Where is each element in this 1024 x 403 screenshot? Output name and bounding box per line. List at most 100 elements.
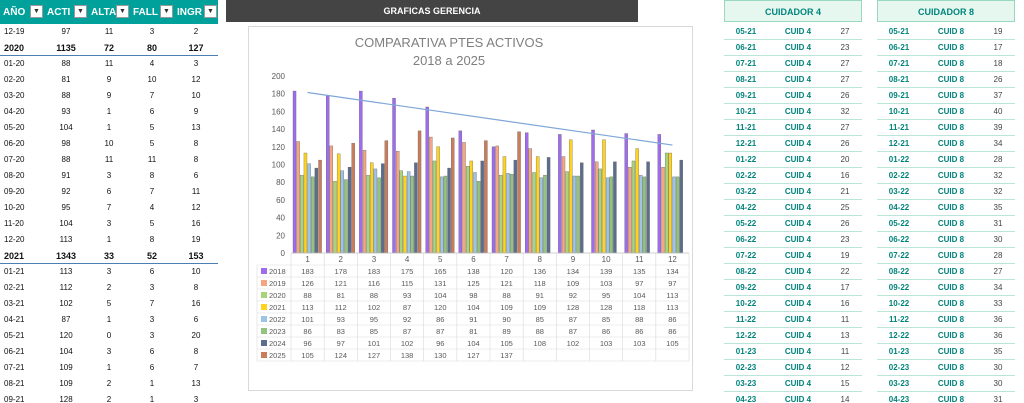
table-cell: 05-21 xyxy=(4,331,25,340)
bar-2024 xyxy=(513,159,518,254)
row-caregiver: CUID 8 xyxy=(937,251,965,260)
column-header-1[interactable]: ACTI ▼ xyxy=(44,0,88,24)
bar-2020 xyxy=(399,170,403,254)
row-count: 11 xyxy=(840,347,850,356)
data-label: 136 xyxy=(533,267,546,276)
page-banner: GRAFICAS GERENCIA xyxy=(226,0,638,22)
row-caregiver: CUID 4 xyxy=(784,283,812,292)
row-caregiver: CUID 8 xyxy=(937,203,965,212)
table-cell: 3 xyxy=(149,331,155,340)
data-label: 183 xyxy=(368,267,381,276)
table-cell: 2021 xyxy=(4,251,25,261)
table-cell: 127 xyxy=(188,43,204,53)
bar-2020 xyxy=(499,174,503,254)
table-cell: 7 xyxy=(149,187,155,196)
bar-2019 xyxy=(395,151,400,254)
filter-dropdown-icon[interactable]: ▼ xyxy=(30,5,43,18)
row-count: 11 xyxy=(840,315,850,324)
chart-title: COMPARATIVA PTES ACTIVOS xyxy=(355,35,544,50)
row-date: 06-21 xyxy=(888,43,910,52)
table-cell: 02-20 xyxy=(4,75,25,84)
data-label: 97 xyxy=(635,279,643,288)
row-caregiver: CUID 4 xyxy=(784,331,812,340)
y-tick-label: 80 xyxy=(276,178,285,187)
bar-2022 xyxy=(639,174,643,254)
row-caregiver: CUID 8 xyxy=(937,315,965,324)
row-count: 12 xyxy=(840,363,850,372)
table-cell: 12 xyxy=(191,203,201,212)
legend-key xyxy=(261,316,267,322)
table-row: 08-21 109 2 1 13 xyxy=(0,376,218,392)
x-tick-label: 12 xyxy=(668,255,677,264)
data-label: 128 xyxy=(600,303,613,312)
bar-2018 xyxy=(624,133,628,254)
bar-2020 xyxy=(532,172,536,254)
row-date: 10-22 xyxy=(735,299,757,308)
legend-label: 2021 xyxy=(269,303,286,312)
row-date: 12-21 xyxy=(888,139,910,148)
row-date: 09-21 xyxy=(735,91,757,100)
row-caregiver: CUID 4 xyxy=(784,187,812,196)
bar-2018 xyxy=(359,90,363,254)
row-caregiver: CUID 8 xyxy=(937,139,965,148)
chart-container[interactable]: COMPARATIVA PTES ACTIVOS 2018 a 2025 0 20 40… xyxy=(248,26,693,391)
bar-2018 xyxy=(657,134,662,254)
data-label: 88 xyxy=(635,315,643,324)
data-label: 86 xyxy=(668,327,676,336)
x-tick-label: 7 xyxy=(504,255,509,264)
filter-dropdown-icon[interactable]: ▼ xyxy=(74,5,87,18)
cuidador-row: 02-22 CUID 8 32 xyxy=(877,168,1015,184)
table-cell: 3 xyxy=(106,347,112,356)
data-label: 120 xyxy=(500,267,513,276)
cuidador-row: 04-22 CUID 8 35 xyxy=(877,200,1015,216)
table-cell: 07-20 xyxy=(4,155,25,164)
cuidador-row: 11-22 CUID 8 36 xyxy=(877,312,1015,328)
table-cell: 4 xyxy=(149,203,155,212)
column-header-label: INGR xyxy=(177,6,202,18)
cuidador-row: 04-23 CUID 8 31 xyxy=(877,392,1015,403)
bar-2019 xyxy=(329,145,334,254)
row-caregiver: CUID 4 xyxy=(784,203,812,212)
bar-2022 xyxy=(572,175,577,254)
year-total-row: 2020 1135 72 80 127 xyxy=(0,40,218,56)
column-header-2[interactable]: ALTA ▼ xyxy=(88,0,130,24)
data-label: 109 xyxy=(533,303,546,312)
table-cell: 88 xyxy=(61,155,71,164)
table-cell: 6 xyxy=(149,347,155,356)
row-caregiver: CUID 8 xyxy=(937,379,965,388)
filter-dropdown-icon[interactable]: ▼ xyxy=(116,5,129,18)
y-tick-label: 100 xyxy=(272,161,286,170)
bar-2024 xyxy=(580,162,584,254)
table-cell: 13 xyxy=(191,123,201,132)
table-cell: 52 xyxy=(146,251,157,261)
column-header-4[interactable]: INGR ▼ xyxy=(174,0,218,24)
legend-key xyxy=(261,304,267,310)
table-cell: 3 xyxy=(193,395,199,403)
table-cell: 01-21 xyxy=(4,267,25,276)
row-count: 27 xyxy=(840,75,850,84)
row-count: 27 xyxy=(993,267,1003,276)
y-tick-label: 20 xyxy=(276,231,285,240)
filter-dropdown-icon[interactable]: ▼ xyxy=(160,5,173,18)
row-count: 40 xyxy=(993,107,1003,116)
legend-key xyxy=(261,268,267,274)
data-label: 101 xyxy=(368,339,381,348)
column-header-0[interactable]: AÑO ▼ xyxy=(0,0,44,24)
data-label: 118 xyxy=(633,303,645,312)
data-label: 86 xyxy=(602,327,610,336)
row-caregiver: CUID 4 xyxy=(784,299,812,308)
data-label: 91 xyxy=(469,315,477,324)
x-tick-label: 2 xyxy=(339,255,344,264)
table-cell: 06-20 xyxy=(4,139,25,148)
data-label: 86 xyxy=(303,327,311,336)
table-cell: 10 xyxy=(191,91,201,100)
column-header-3[interactable]: FALL ▼ xyxy=(130,0,174,24)
table-cell: 6 xyxy=(149,107,155,116)
row-count: 30 xyxy=(993,363,1003,372)
column-header-label: AÑO xyxy=(3,6,26,18)
data-label: 92 xyxy=(569,291,577,300)
filter-dropdown-icon[interactable]: ▼ xyxy=(204,5,217,18)
row-date: 11-22 xyxy=(888,315,910,324)
row-caregiver: CUID 8 xyxy=(937,331,965,340)
bar-2018 xyxy=(591,129,595,254)
